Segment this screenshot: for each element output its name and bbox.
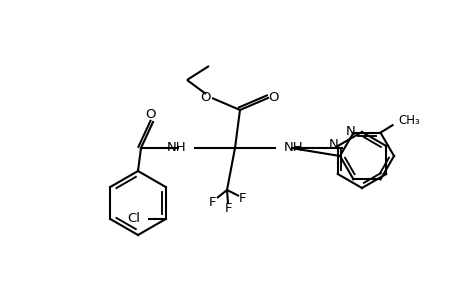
Text: CH₃: CH₃ xyxy=(397,114,420,127)
Text: N: N xyxy=(345,125,355,138)
Text: O: O xyxy=(146,107,156,121)
Text: Cl: Cl xyxy=(128,212,140,226)
Text: NH: NH xyxy=(166,140,185,154)
Text: O: O xyxy=(268,91,279,103)
Text: F: F xyxy=(239,191,246,205)
Text: N: N xyxy=(328,137,338,151)
Text: F: F xyxy=(209,196,216,208)
Text: F: F xyxy=(225,202,232,214)
Text: NH: NH xyxy=(283,140,303,154)
Text: O: O xyxy=(200,91,211,103)
